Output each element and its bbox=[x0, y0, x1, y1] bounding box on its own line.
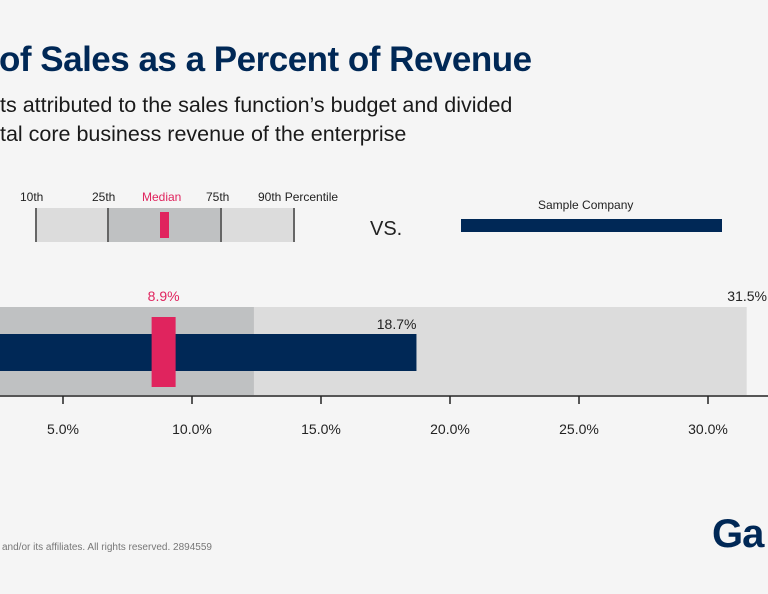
x-tick-label: 25.0% bbox=[559, 421, 599, 437]
x-tick-label: 20.0% bbox=[430, 421, 470, 437]
legend-10th: 10th bbox=[20, 190, 44, 204]
sample-company-bar bbox=[0, 334, 417, 371]
median-marker bbox=[151, 317, 176, 387]
legend-sample-bar bbox=[461, 219, 722, 232]
legend-90th: 90th Percentile bbox=[258, 190, 339, 204]
percentile-90-label: 31.5% bbox=[727, 288, 767, 304]
chart-subtitle-line-1: ts attributed to the sales function’s bu… bbox=[0, 93, 513, 117]
legend-75th: 75th bbox=[206, 190, 230, 204]
sample-company-label: 18.7% bbox=[377, 316, 417, 332]
chart-subtitle-line-2: tal core business revenue of the enterpr… bbox=[0, 122, 407, 146]
x-tick-label: 15.0% bbox=[301, 421, 341, 437]
x-tick-label: 10.0% bbox=[172, 421, 212, 437]
x-tick-label: 30.0% bbox=[688, 421, 728, 437]
median-label: 8.9% bbox=[148, 288, 180, 304]
legend-vs: VS. bbox=[370, 218, 403, 240]
x-tick-label: 5.0% bbox=[47, 421, 79, 437]
legend-25th: 25th bbox=[92, 190, 116, 204]
legend-sample-company: Sample Company bbox=[538, 198, 634, 212]
legend-median: Median bbox=[142, 190, 182, 204]
legend-median-marker bbox=[160, 212, 169, 238]
gartner-logo: Ga bbox=[712, 512, 764, 556]
chart-title: of Sales as a Percent of Revenue bbox=[0, 40, 532, 79]
copyright-footer: and/or its affiliates. All rights reserv… bbox=[2, 542, 212, 553]
